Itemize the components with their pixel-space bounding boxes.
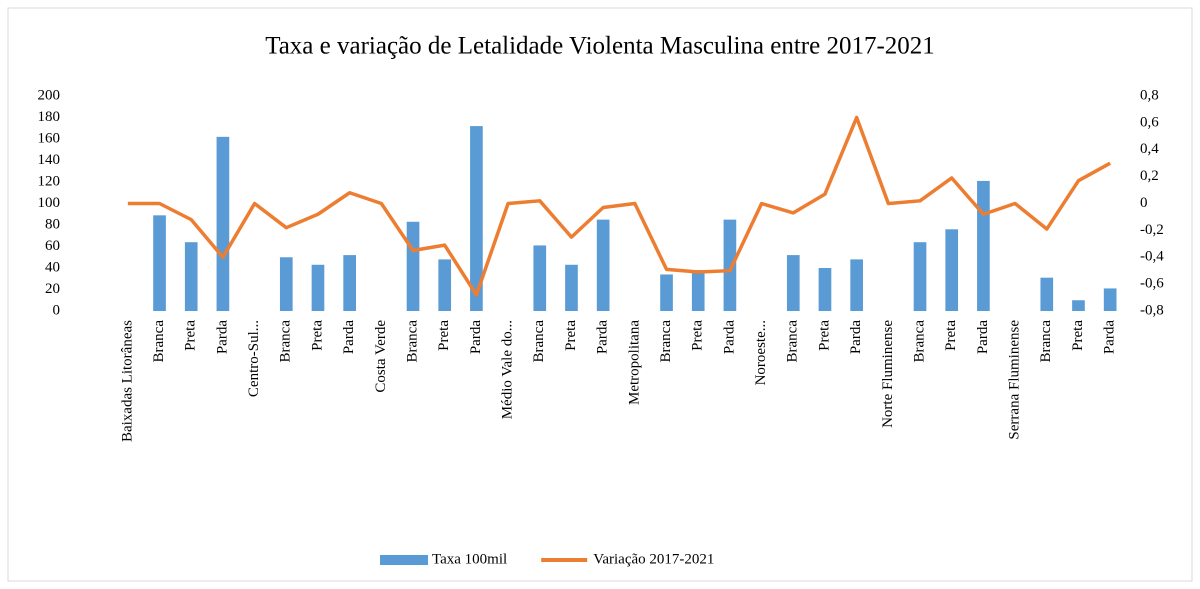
x-tick-label: Preta	[436, 320, 452, 351]
x-tick-label: Parda	[468, 320, 484, 354]
x-tick-label: Centro-Sul...	[246, 320, 262, 397]
y-tick-label: 60	[45, 238, 60, 254]
y-tick-label: 0	[53, 302, 61, 318]
bar	[596, 219, 610, 311]
y-tick-label: 20	[45, 281, 60, 297]
y-tick-label: 180	[38, 109, 61, 125]
bar	[850, 259, 863, 311]
y-tick-label: 140	[38, 152, 61, 168]
bar	[311, 264, 325, 311]
bar	[913, 242, 927, 311]
bar	[565, 264, 578, 311]
bar	[279, 257, 293, 311]
y-tick-label: 120	[38, 173, 61, 189]
x-tick-label: Preta	[1070, 320, 1086, 351]
y2-tick-label: 0,2	[1140, 168, 1159, 184]
bar	[1103, 288, 1117, 311]
bar	[184, 242, 198, 311]
x-tick-label: Preta	[690, 320, 706, 351]
x-tick-label: Branca	[658, 320, 674, 363]
x-tick-label: Preta	[183, 320, 199, 351]
x-tick-label: Branca	[911, 320, 927, 363]
y2-tick-label: -0,8	[1140, 302, 1164, 318]
legend-swatch	[380, 555, 428, 565]
x-tick-label: Parda	[214, 320, 230, 354]
x-tick-label: Serrana Fluminense	[1007, 320, 1023, 440]
y-tick-label: 160	[38, 130, 61, 146]
x-tick-label: Parda	[975, 320, 991, 354]
bar	[977, 180, 990, 311]
x-tick-label: Preta	[816, 320, 832, 351]
chart-title: Taxa e variação de Letalidade Violenta M…	[265, 33, 935, 60]
x-tick-label: Costa Verde	[373, 320, 389, 393]
bar	[723, 219, 737, 311]
x-tick-label: Parda	[1102, 320, 1118, 354]
bar	[660, 274, 673, 311]
bar	[1040, 277, 1054, 311]
x-tick-label: Parda	[848, 320, 864, 354]
y2-tick-label: 0,4	[1140, 141, 1159, 157]
y2-tick-label: 0,6	[1140, 114, 1159, 130]
bar	[786, 255, 800, 311]
x-tick-label: Branca	[531, 320, 547, 363]
y2-tick-label: -0,6	[1140, 276, 1164, 292]
y2-tick-label: -0,2	[1140, 222, 1164, 238]
x-tick-label: Parda	[595, 320, 611, 354]
x-tick-label: Preta	[309, 320, 325, 351]
y-tick-label: 40	[45, 259, 60, 275]
x-tick-label: Parda	[341, 320, 357, 354]
bar	[438, 259, 452, 311]
x-tick-label: Parda	[721, 320, 737, 354]
x-tick-label: Metropolitana	[626, 320, 642, 405]
line	[127, 115, 1112, 297]
y2-tick-label: 0,8	[1140, 87, 1159, 103]
bar	[691, 270, 705, 311]
x-tick-label: Norte Fluminense	[880, 320, 896, 428]
x-tick-label: Baixadas Litorâneas	[119, 320, 135, 442]
chart-border	[7, 7, 1193, 582]
y-tick-label: 80	[45, 216, 60, 232]
y-tick-label: 200	[38, 87, 61, 103]
bar	[406, 221, 420, 311]
x-tick-label: Branca	[278, 320, 294, 363]
x-tick-label: Médio Vale do...	[500, 320, 516, 419]
x-tick-label: Preta	[563, 320, 579, 351]
bar	[343, 255, 356, 311]
bar	[1072, 300, 1085, 311]
legend-label: Variação 2017-2021	[593, 551, 714, 567]
x-tick-label: Noroeste...	[753, 320, 769, 385]
y-tick-label: 100	[38, 195, 61, 211]
x-tick-label: Preta	[943, 320, 959, 351]
x-tick-label: Branca	[404, 320, 420, 363]
x-tick-label: Branca	[151, 320, 167, 363]
bar	[216, 136, 230, 311]
x-tick-label: Branca	[785, 320, 801, 363]
bar	[533, 245, 547, 311]
x-tick-label: Branca	[1038, 320, 1054, 363]
legend-label: Taxa 100mil	[432, 551, 507, 567]
bar	[945, 229, 959, 311]
bar	[153, 215, 166, 311]
y2-tick-label: -0,4	[1140, 249, 1164, 265]
bar	[818, 268, 832, 311]
y2-tick-label: 0	[1140, 195, 1148, 211]
bar	[470, 126, 483, 311]
